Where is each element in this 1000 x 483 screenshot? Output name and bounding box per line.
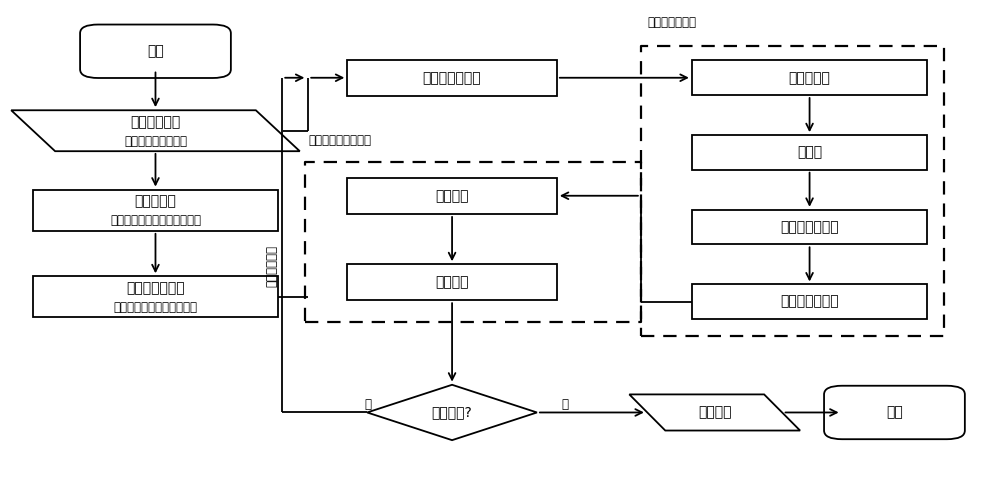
Bar bbox=[33, 276, 278, 317]
Bar bbox=[347, 264, 557, 300]
Bar bbox=[347, 178, 557, 214]
FancyBboxPatch shape bbox=[80, 25, 231, 78]
Text: 更新现有行: 更新现有行 bbox=[789, 71, 831, 85]
Text: 流场初始化: 流场初始化 bbox=[135, 195, 176, 209]
Text: 输入文件载入: 输入文件载入 bbox=[130, 115, 181, 129]
Text: 移除链表冗余项: 移除链表冗余项 bbox=[780, 220, 839, 234]
Polygon shape bbox=[11, 110, 300, 151]
Text: 边界虚网格更新: 边界虚网格更新 bbox=[423, 71, 481, 85]
Bar bbox=[692, 60, 927, 95]
Polygon shape bbox=[367, 385, 537, 440]
Bar bbox=[692, 284, 927, 319]
Text: 在动态计算域内执行: 在动态计算域内执行 bbox=[308, 134, 371, 147]
Text: 是: 是 bbox=[561, 398, 568, 411]
Text: 结果输出: 结果输出 bbox=[698, 405, 731, 419]
Text: 开始: 开始 bbox=[147, 44, 164, 58]
Bar bbox=[692, 210, 927, 244]
Text: （网格、边界条件）: （网格、边界条件） bbox=[124, 135, 187, 148]
Text: 下一个时间步: 下一个时间步 bbox=[266, 244, 279, 286]
Bar bbox=[33, 190, 278, 231]
Bar bbox=[692, 135, 927, 170]
Text: 时间积分: 时间积分 bbox=[435, 275, 469, 289]
Bar bbox=[347, 60, 557, 96]
FancyBboxPatch shape bbox=[824, 386, 965, 439]
Polygon shape bbox=[629, 395, 800, 430]
Text: 再分配存储空间: 再分配存储空间 bbox=[780, 295, 839, 309]
Text: 是否收敛?: 是否收敛? bbox=[432, 405, 472, 419]
Text: （从壁面边界或根据残差）: （从壁面边界或根据残差） bbox=[113, 301, 197, 314]
Text: 动态计算域更新: 动态计算域更新 bbox=[648, 16, 697, 29]
Text: 动态计算域建立: 动态计算域建立 bbox=[126, 281, 185, 295]
Text: 终止: 终止 bbox=[886, 405, 903, 419]
Text: （根据远场条件或给定流场）: （根据远场条件或给定流场） bbox=[110, 214, 201, 227]
Text: 新增行: 新增行 bbox=[797, 145, 822, 159]
Text: 残差估计: 残差估计 bbox=[435, 189, 469, 203]
Text: 否: 否 bbox=[365, 398, 372, 411]
